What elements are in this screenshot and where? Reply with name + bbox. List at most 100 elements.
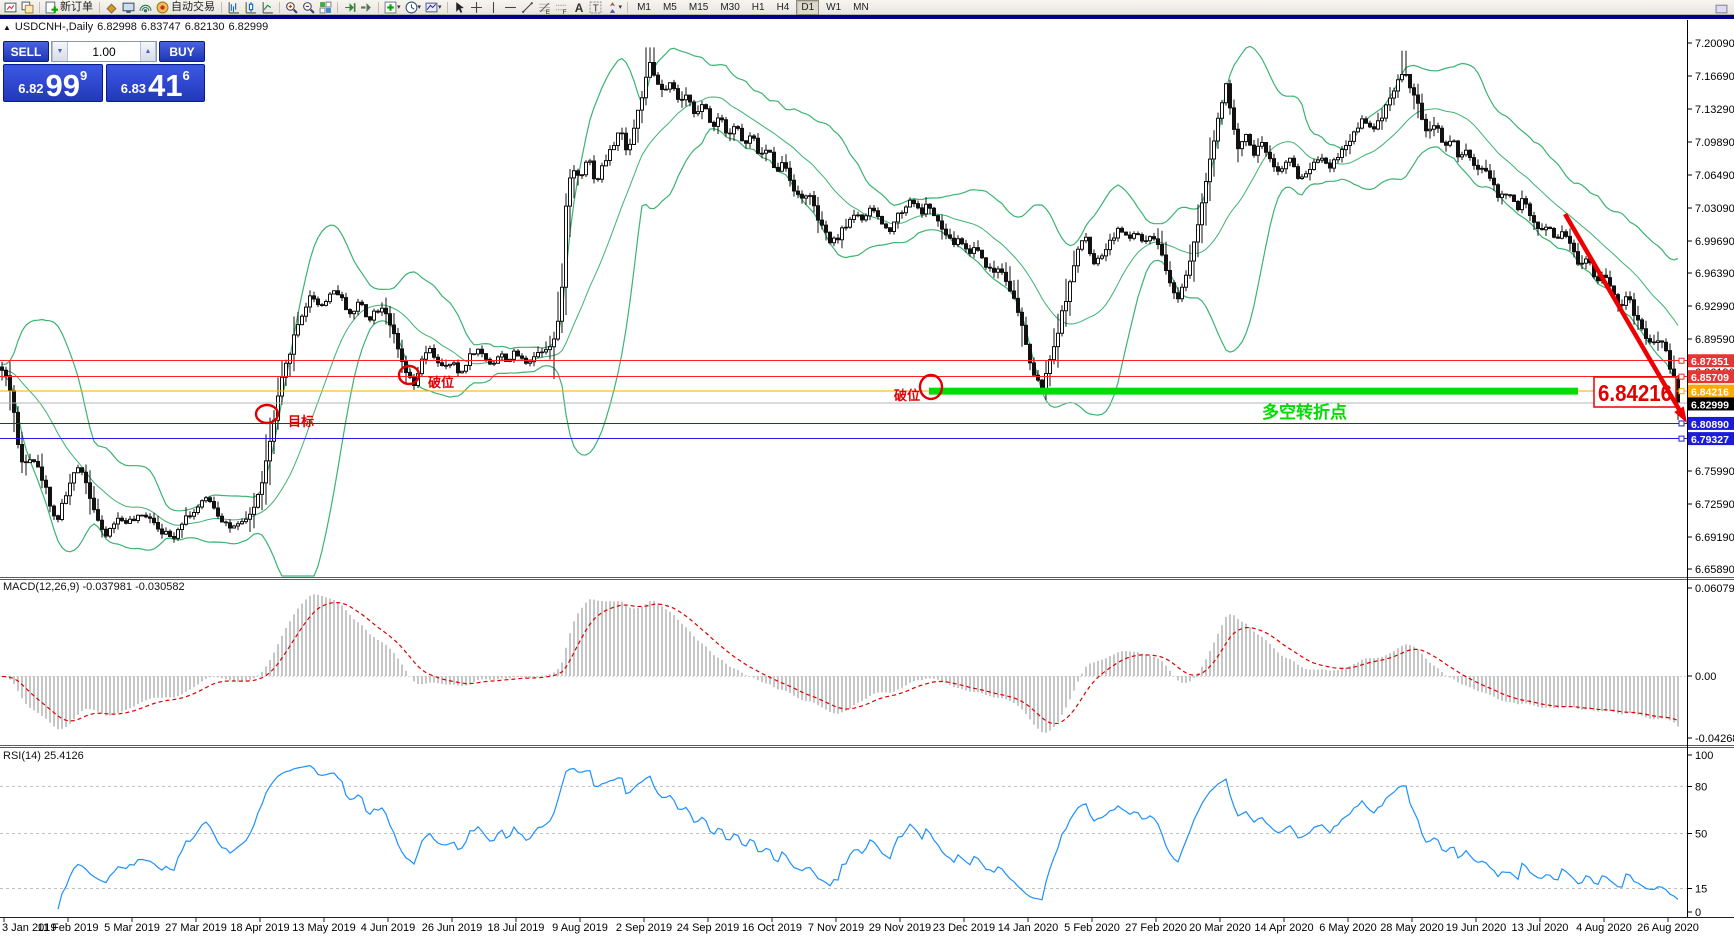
support-zone-green-line[interactable] (929, 387, 1578, 395)
date-label[interactable]: 6 May 2020 (1319, 922, 1376, 934)
sell-price-box[interactable]: 6.82 99 9 (3, 64, 103, 102)
trend-arrow-line[interactable] (1563, 212, 1683, 414)
timeframe-m15-button[interactable]: M15 (688, 1, 709, 13)
date-label[interactable]: 19 Jun 2020 (1446, 922, 1507, 934)
date-label[interactable]: 11 Feb 2019 (38, 922, 99, 934)
level-handle-6.84216[interactable] (1678, 388, 1685, 395)
profile-charts-icon[interactable] (19, 0, 36, 14)
trend-line-icon[interactable] (519, 0, 536, 14)
cursor-icon[interactable] (451, 0, 468, 14)
timeframe-h1-button[interactable]: H1 (751, 1, 765, 13)
date-label[interactable]: 14 Jan 2020 (998, 922, 1059, 934)
volume-input[interactable]: 1.00 (92, 44, 116, 59)
date-label[interactable]: 28 May 2020 (1380, 922, 1444, 934)
docking-icon[interactable] (1713, 1, 1730, 15)
turning-point-text[interactable]: 多空转折点 (1262, 402, 1347, 423)
buy-price-box[interactable]: 6.83 41 6 (105, 64, 205, 102)
add-indicator-icon[interactable] (382, 0, 399, 14)
horizontal-line-icon[interactable] (502, 0, 519, 14)
template-chart-icon[interactable] (423, 0, 440, 14)
zoom-in-icon[interactable] (283, 0, 300, 14)
add-indicator-dropdown-icon[interactable]: ▾ (397, 4, 401, 11)
sell-price-sup: 9 (80, 68, 88, 83)
date-label[interactable]: 26 Aug 2020 (1637, 922, 1699, 934)
level-handle-6.80890[interactable] (1678, 420, 1685, 427)
terminal-icon[interactable] (120, 0, 137, 14)
volume-decrease-icon[interactable]: ▼ (52, 42, 68, 61)
buy-button[interactable]: BUY (159, 41, 205, 62)
arrows-tool-icon[interactable] (604, 0, 621, 14)
arrows-tool-dropdown-icon[interactable]: ▾ (618, 4, 623, 11)
volume-increase-icon[interactable]: ▲ (140, 42, 156, 61)
date-label[interactable]: 16 Oct 2019 (742, 922, 802, 934)
annotation-text-2[interactable]: 破位 (428, 375, 454, 391)
tile-windows-icon[interactable] (317, 0, 334, 14)
date-label[interactable]: 14 Apr 2020 (1254, 922, 1313, 934)
date-label[interactable]: 9 Aug 2019 (552, 922, 608, 934)
sell-button[interactable]: SELL (3, 41, 49, 62)
periods-clock-icon[interactable] (403, 0, 420, 14)
date-label[interactable]: 5 Mar 2019 (104, 922, 160, 934)
date-label[interactable]: 18 Apr 2019 (230, 922, 289, 934)
date-label[interactable]: 29 Nov 2019 (869, 922, 931, 934)
level-handle-6.79327[interactable] (1678, 435, 1685, 442)
timeframe-m5-button[interactable]: M5 (662, 1, 677, 13)
date-label[interactable]: 23 Dec 2019 (933, 922, 995, 934)
date-label[interactable]: 13 Jul 2020 (1512, 922, 1569, 934)
new-order-icon[interactable] (43, 0, 60, 14)
fibo-icon[interactable]: E (536, 0, 553, 14)
periods-clock-dropdown-icon[interactable]: ▾ (417, 4, 422, 11)
auto-scroll-icon[interactable] (341, 0, 358, 14)
date-label[interactable]: 24 Sep 2019 (677, 922, 739, 934)
annotation-text-3[interactable]: 破位 (894, 388, 920, 404)
date-label[interactable]: 27 Mar 2019 (165, 922, 227, 934)
autotrade-label[interactable]: 自动交易 (171, 1, 215, 13)
timeframe-d1-button[interactable]: D1 (796, 0, 820, 15)
chart-window-icon[interactable] (2, 0, 19, 14)
crosshair-icon[interactable] (468, 0, 485, 14)
text-a-icon[interactable]: A (570, 0, 587, 14)
date-label[interactable]: 7 Nov 2019 (808, 922, 864, 934)
timeframe-w1-button[interactable]: W1 (826, 1, 842, 13)
paint-bucket-icon[interactable] (103, 0, 120, 14)
macd-axis-label: -0.042685 (1695, 733, 1734, 745)
date-label[interactable]: 26 Jun 2019 (422, 922, 483, 934)
collapse-marker-icon[interactable]: ▲ (3, 23, 11, 32)
date-label[interactable]: 4 Aug 2020 (1576, 922, 1632, 934)
annotation-circle-1[interactable] (254, 403, 280, 425)
timeframe-h4-button[interactable]: H4 (776, 1, 790, 13)
candle-mode-icon[interactable] (242, 0, 259, 14)
date-label[interactable]: 5 Feb 2020 (1064, 922, 1120, 934)
date-label[interactable]: 13 May 2019 (292, 922, 356, 934)
date-label[interactable]: 4 Jun 2019 (361, 922, 415, 934)
vertical-line-icon[interactable] (485, 0, 502, 14)
date-label[interactable]: 2 Sep 2019 (616, 922, 672, 934)
zoom-out-icon[interactable] (300, 0, 317, 14)
line-mode-icon[interactable] (259, 0, 276, 14)
annotation-circle-3[interactable] (918, 373, 944, 401)
template-chart-dropdown-icon[interactable]: ▾ (438, 4, 442, 11)
chart-shift-icon[interactable] (358, 0, 375, 14)
timeframe-m1-button[interactable]: M1 (637, 1, 651, 13)
text-label-icon[interactable]: T (587, 0, 604, 14)
volume-stepper[interactable]: ▼ 1.00 ▲ (51, 41, 157, 62)
signal-icon[interactable] (137, 0, 154, 14)
autotrade-icon[interactable] (154, 0, 171, 14)
date-label[interactable]: 20 Mar 2020 (1189, 922, 1251, 934)
annotation-text-1[interactable]: 目标 (288, 414, 314, 430)
date-label[interactable]: 3 Jan 2019 (2, 922, 56, 934)
timeframe-mn-button[interactable]: MN (853, 1, 869, 13)
channel-icon[interactable]: F (553, 0, 570, 14)
level-handle-6.87351[interactable] (1678, 357, 1685, 364)
annotation-circle-2[interactable] (397, 364, 421, 386)
date-label[interactable]: 27 Feb 2020 (1125, 922, 1187, 934)
level-handle-6.85709[interactable] (1678, 373, 1685, 380)
date-label[interactable]: 18 Jul 2019 (488, 922, 545, 934)
price-label-6.79327: 6.79327 (1691, 434, 1729, 446)
timeframe-m30-button[interactable]: M30 (720, 1, 740, 13)
sell-price-prefix: 6.82 (18, 81, 44, 96)
price-label-box-6.80890 (1688, 416, 1734, 430)
bar-mode-icon[interactable] (225, 0, 242, 14)
new-order-label[interactable]: 新订单 (60, 1, 93, 13)
